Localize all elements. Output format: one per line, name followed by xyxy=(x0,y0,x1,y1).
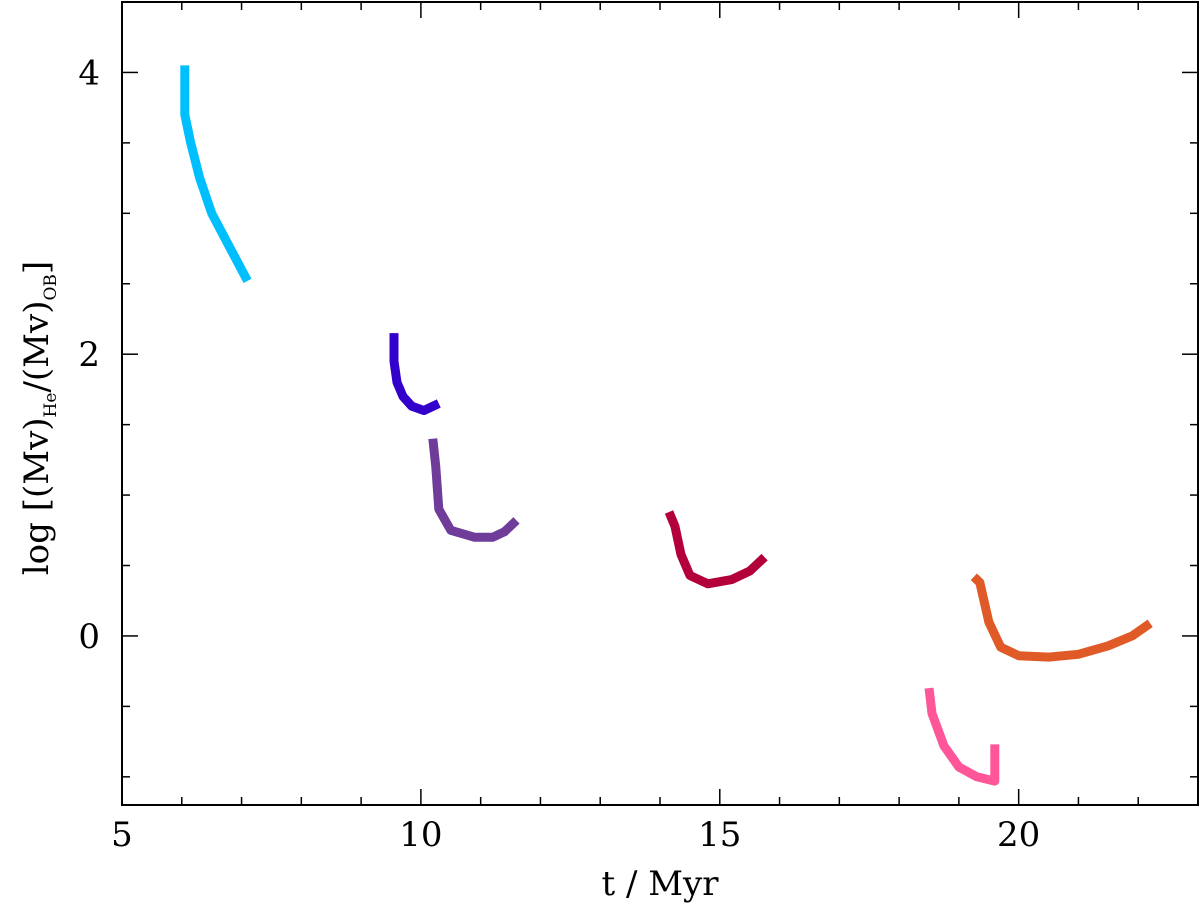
series-line-2 xyxy=(389,333,441,415)
y-title-prefix: log [( xyxy=(17,485,57,575)
axis-ticks xyxy=(121,1,1199,805)
x-tick-label: 10 xyxy=(399,815,442,855)
series-line-1 xyxy=(180,65,252,284)
y-tick-label: 4 xyxy=(78,53,100,93)
series-line-4 xyxy=(664,510,768,589)
y-title-v2: v) xyxy=(17,301,57,334)
series-group xyxy=(180,65,1153,786)
x-axis-title: t / Myr xyxy=(601,864,719,904)
y-title-v1: v) xyxy=(17,417,57,450)
x-tick-label: 20 xyxy=(997,815,1040,855)
y-title-sub-he: He xyxy=(41,393,61,418)
series-line-6 xyxy=(970,573,1153,662)
y-title-sub-ob: OB xyxy=(41,274,61,300)
y-title-mdot: M xyxy=(17,450,57,485)
y-tick-label: 0 xyxy=(78,617,100,657)
series-line-3 xyxy=(428,438,520,542)
y-title-mdot2: M xyxy=(17,333,57,368)
y-title-suffix: ] xyxy=(17,261,57,274)
y-axis-title: log [(Mv)He/(Mv)OB] xyxy=(17,261,61,575)
x-tick-label: 5 xyxy=(111,815,133,855)
plot-frame xyxy=(121,1,1199,806)
y-title-slash: /( xyxy=(17,368,57,393)
series-line-5 xyxy=(924,687,1000,786)
svg-text:log [(Mv)He/(Mv)OB]: log [(Mv)He/(Mv)OB] xyxy=(17,261,61,575)
x-tick-label: 15 xyxy=(698,815,741,855)
tick-labels: 5 10 15 20 0 2 4 xyxy=(78,53,1040,855)
y-tick-label: 2 xyxy=(78,335,100,375)
